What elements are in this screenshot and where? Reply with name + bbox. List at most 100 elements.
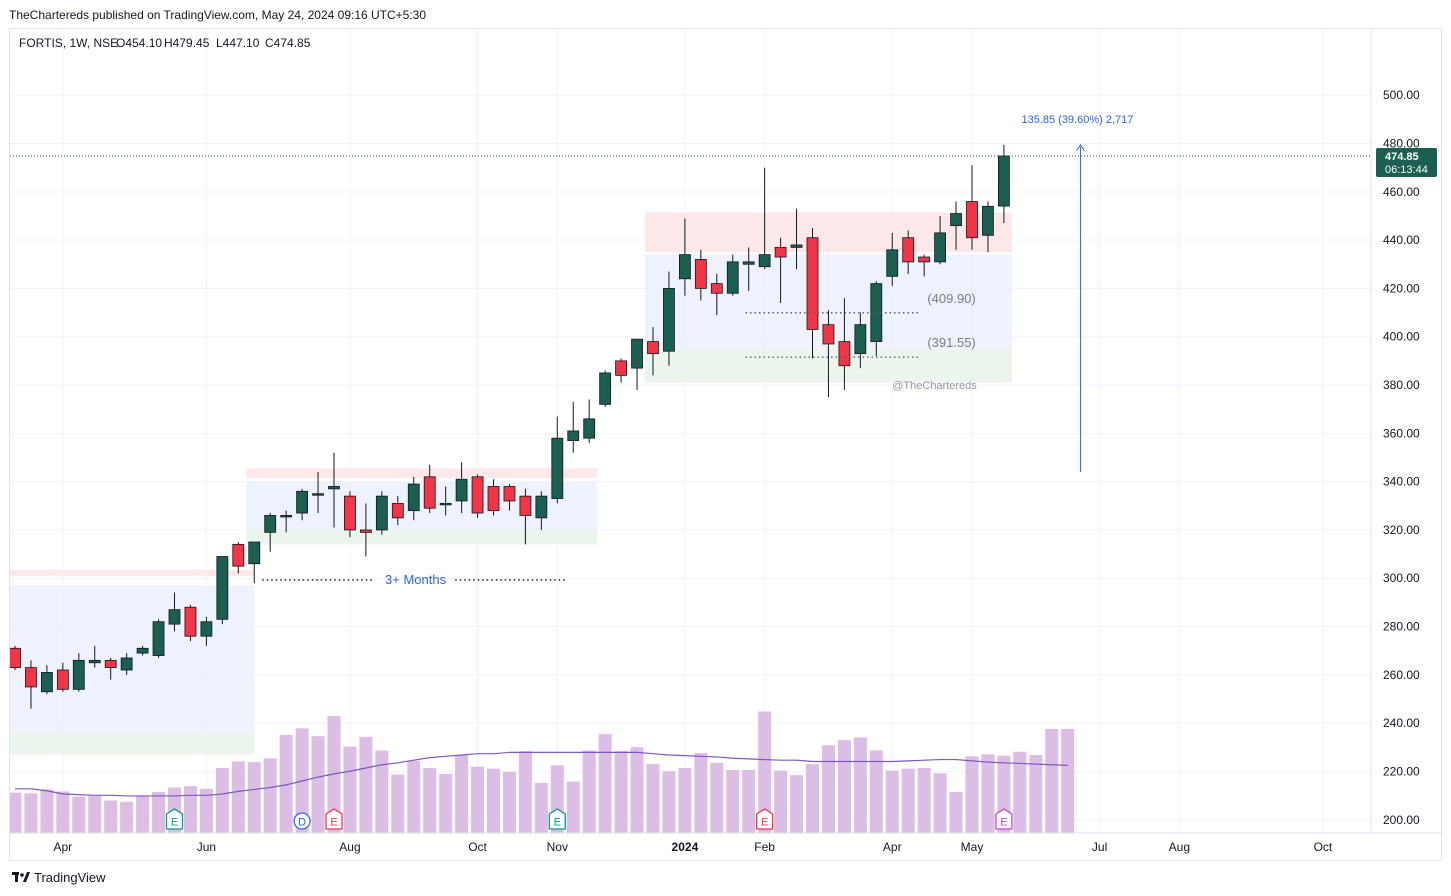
candle-body-up bbox=[120, 657, 133, 671]
dividend-marker[interactable]: D bbox=[293, 812, 311, 830]
candle bbox=[104, 657, 117, 680]
earnings-marker[interactable]: E bbox=[548, 808, 566, 830]
candle bbox=[72, 653, 85, 692]
candle-body-down bbox=[184, 606, 197, 637]
legend-high: H479.45 bbox=[164, 36, 210, 50]
candle-body-up bbox=[631, 338, 643, 369]
candle-body-up bbox=[854, 324, 867, 355]
volume-bar bbox=[917, 768, 931, 833]
candle bbox=[184, 604, 197, 642]
volume-bar bbox=[24, 793, 38, 833]
volume-bar bbox=[806, 764, 819, 833]
legend-low: L447.10 bbox=[216, 36, 260, 50]
volume-bar bbox=[104, 800, 118, 833]
price-tick-label: 440.00 bbox=[1383, 233, 1420, 247]
legend-symbol: FORTIS, 1W, NSE bbox=[19, 36, 118, 50]
volume-bar bbox=[981, 754, 995, 833]
candle-body-up bbox=[934, 232, 946, 263]
volume-bar bbox=[646, 764, 660, 833]
candle bbox=[439, 486, 452, 516]
candle-body-up bbox=[216, 556, 229, 620]
chart-panel[interactable]: 3+ Months (409.90) (391.55) @TheChartereds 1… bbox=[9, 28, 1443, 862]
volume-bar bbox=[869, 750, 883, 833]
countdown-timer: 06:13:44 bbox=[1385, 164, 1428, 176]
earnings-marker[interactable]: E bbox=[165, 808, 184, 830]
price-tick-label: 460.00 bbox=[1383, 185, 1420, 199]
candle bbox=[982, 201, 994, 253]
candle bbox=[742, 247, 755, 291]
candle-body-up bbox=[375, 495, 388, 531]
earnings-marker-shape bbox=[995, 808, 1013, 830]
candle bbox=[854, 312, 867, 369]
candle-body-up bbox=[758, 254, 771, 268]
volume-bar bbox=[662, 771, 676, 833]
candle bbox=[694, 249, 707, 301]
volume-bar bbox=[10, 792, 22, 833]
candle-body-down bbox=[104, 659, 117, 669]
zone-resistance bbox=[246, 468, 598, 479]
earnings-marker-label: E bbox=[1000, 817, 1007, 829]
earnings-marker[interactable]: E bbox=[995, 808, 1013, 830]
candle-body-up bbox=[599, 372, 612, 405]
candle-body-up bbox=[583, 418, 596, 439]
candle bbox=[551, 416, 564, 504]
candle bbox=[136, 645, 149, 656]
volume-bar bbox=[183, 786, 197, 833]
time-tick-label: Aug bbox=[1169, 840, 1190, 854]
volume-bar bbox=[375, 750, 389, 833]
candle bbox=[248, 541, 261, 584]
zone-support bbox=[246, 529, 598, 545]
watermark-handle: @TheChartereds bbox=[892, 380, 977, 392]
candle bbox=[758, 167, 771, 270]
volume-bar bbox=[885, 770, 899, 833]
price-tick-label: 320.00 bbox=[1383, 523, 1420, 537]
volume-bar bbox=[471, 766, 485, 833]
candle-body-up bbox=[998, 155, 1010, 207]
price-tick-label: 220.00 bbox=[1383, 764, 1420, 778]
candle-body-down bbox=[344, 495, 356, 531]
volume-bar bbox=[120, 801, 134, 833]
price-tick-label: 340.00 bbox=[1383, 475, 1420, 489]
footer-brand-label: TradingView bbox=[34, 870, 106, 885]
candle bbox=[710, 273, 723, 315]
candle-body-up bbox=[551, 437, 564, 499]
time-axis: Apr Jun Aug Oct Nov 2024 Feb Apr May Jul Aug Oct bbox=[10, 832, 1443, 854]
volume-bar bbox=[136, 796, 150, 833]
volume-bar bbox=[901, 768, 915, 833]
candle-body-up bbox=[296, 490, 309, 514]
candle-body-down bbox=[918, 256, 931, 263]
price-tick-label: 360.00 bbox=[1383, 426, 1420, 440]
volume-bar bbox=[56, 791, 70, 833]
event-markers: E E E E ED bbox=[165, 808, 1013, 830]
zone-resistance bbox=[10, 569, 255, 576]
last-price-badge bbox=[1376, 147, 1437, 177]
volume-bar bbox=[502, 771, 516, 833]
candle-body-up bbox=[72, 659, 85, 690]
candle-body-up bbox=[152, 621, 165, 656]
candle-body-up bbox=[168, 609, 181, 625]
volume-bar bbox=[726, 769, 740, 833]
volume-bar bbox=[965, 756, 979, 833]
volume-bar bbox=[630, 747, 644, 833]
dividend-marker-shape bbox=[293, 812, 311, 830]
candle bbox=[152, 619, 165, 658]
level-391-label: (391.55) bbox=[927, 335, 975, 350]
candlestick-chart[interactable]: 3+ Months (409.90) (391.55) @TheChartereds 1… bbox=[10, 29, 1443, 862]
candle-body-down bbox=[710, 283, 723, 294]
price-tick-label: 300.00 bbox=[1383, 571, 1420, 585]
volume-bar bbox=[152, 792, 166, 833]
candle bbox=[312, 471, 324, 514]
candle-body-down bbox=[471, 476, 484, 514]
candle bbox=[886, 232, 899, 287]
measure-label: 135.85 (39.60%) 2,717 bbox=[1021, 114, 1133, 126]
volume-bar bbox=[518, 751, 532, 833]
volume-bar bbox=[774, 770, 788, 833]
volume-bar bbox=[598, 734, 612, 833]
earnings-marker[interactable]: E bbox=[325, 808, 343, 830]
volume-bar bbox=[1013, 751, 1027, 833]
candle bbox=[40, 665, 53, 695]
earnings-marker[interactable]: E bbox=[756, 808, 774, 830]
volume-bar bbox=[455, 755, 469, 833]
footer-brand[interactable]: TradingView bbox=[12, 870, 106, 885]
price-tick-label: 260.00 bbox=[1383, 668, 1420, 682]
